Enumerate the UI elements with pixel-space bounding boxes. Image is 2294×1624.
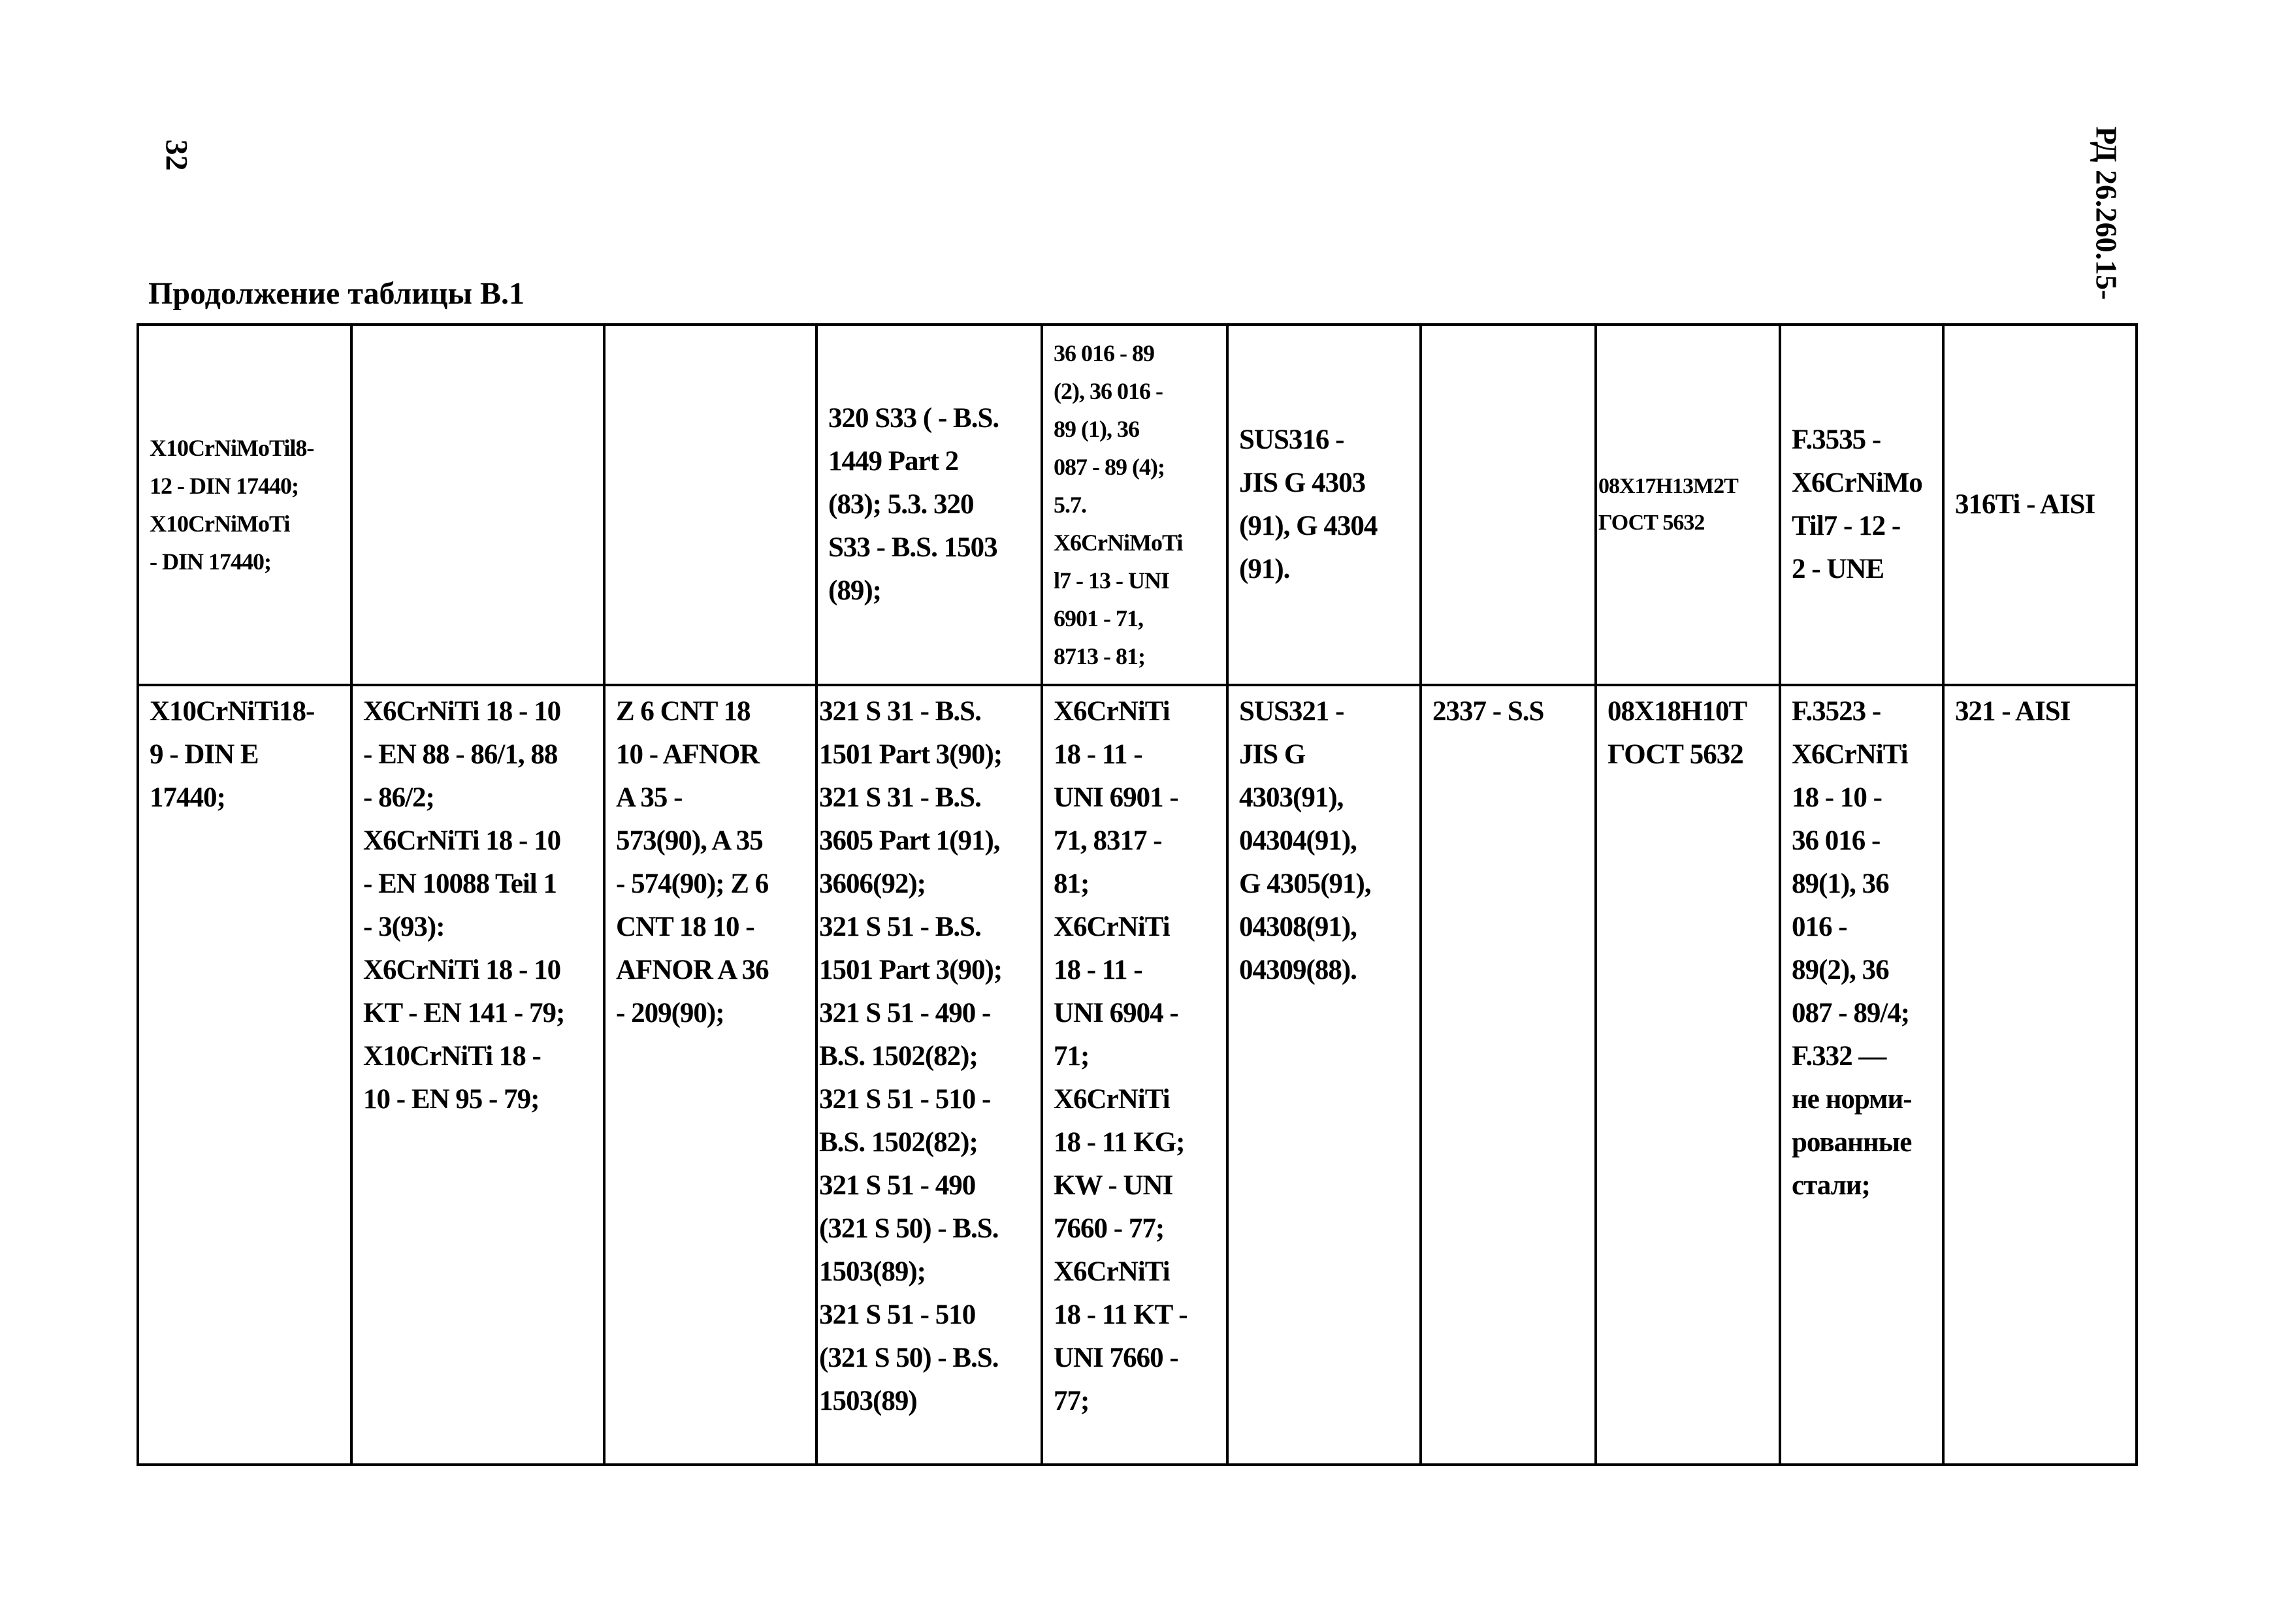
table-row: X10CrNiMoTil8- 12 - DIN 17440; X10CrNiMo… <box>137 323 2138 686</box>
table-cell: 36 016 - 89 (2), 36 016 - 89 (1), 36 087… <box>1041 323 1229 686</box>
table-cell: X6CrNiTi 18 - 11 - UNI 6901 - 71, 8317 -… <box>1041 684 1229 1466</box>
table-row: X10CrNiTi18- 9 - DIN E 17440; X6CrNiTi 1… <box>137 684 2138 1466</box>
table-cell: 316Ti - AISI <box>1942 323 2138 686</box>
table-cell: 08X17H13M2T ГОСТ 5632 <box>1594 323 1781 686</box>
table-cell: SUS321 - JIS G 4303(91), 04304(91), G 43… <box>1226 684 1422 1466</box>
document-code: РД 26.260.15- <box>2090 126 2124 300</box>
table-cell: X10CrNiMoTil8- 12 - DIN 17440; X10CrNiMo… <box>137 323 353 686</box>
table-cell: F.3523 - X6CrNiTi 18 - 10 - 36 016 - 89(… <box>1779 684 1945 1466</box>
table-cell: Z 6 CNT 18 10 - AFNOR A 35 - 573(90), A … <box>603 684 818 1466</box>
table-cell: 321 S 31 - B.S. 1501 Part 3(90); 321 S 3… <box>815 684 1043 1466</box>
table-cell: 320 S33 ( - B.S. 1449 Part 2 (83); 5.3. … <box>815 323 1043 686</box>
table-cell: 2337 - S.S <box>1419 684 1597 1466</box>
steel-equivalents-table: X10CrNiMoTil8- 12 - DIN 17440; X10CrNiMo… <box>137 323 2138 1466</box>
table-cell <box>1419 323 1597 686</box>
table-cell <box>603 323 818 686</box>
table-cell: SUS316 - JIS G 4303 (91), G 4304 (91). <box>1226 323 1422 686</box>
table-cell: F.3535 - X6CrNiMo Til7 - 12 - 2 - UNE <box>1779 323 1945 686</box>
table-cell: 321 - AISI <box>1942 684 2138 1466</box>
table-caption: Продолжение таблицы В.1 <box>148 276 525 311</box>
table-cell: X6CrNiTi 18 - 10 - EN 88 - 86/1, 88 - 86… <box>350 684 606 1466</box>
table-cell: 08X18H10T ГОСТ 5632 <box>1594 684 1781 1466</box>
page-number: 32 <box>159 139 194 171</box>
table-cell <box>350 323 606 686</box>
table-cell: X10CrNiTi18- 9 - DIN E 17440; <box>137 684 353 1466</box>
